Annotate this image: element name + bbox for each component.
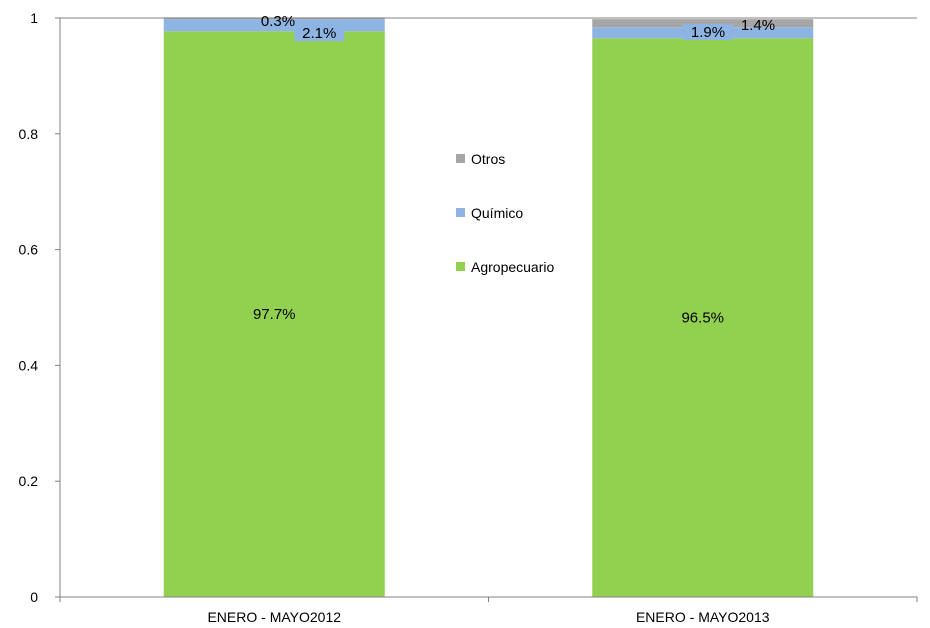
data-label-bg-2 (683, 24, 733, 40)
legend-label-1: Otros (471, 151, 505, 167)
legend-swatch-2 (456, 208, 465, 217)
x-tick-label-1: ENERO - MAYO2012 (207, 609, 341, 625)
y-tick-label-2: 0.4 (19, 357, 39, 373)
y-tick-label-3: 0.6 (19, 242, 39, 258)
bar-segment-agropecuario-2 (592, 38, 814, 597)
data-label-agropecuario-1: 97.7% (253, 306, 296, 323)
data-label-agropecuario-2: 96.5% (681, 310, 724, 327)
bar-segment-agropecuario-1 (163, 31, 385, 597)
data-label-quimico-2: 1.9% (691, 24, 725, 41)
data-label-otros-2: 1.4% (741, 17, 775, 34)
ticks-layer: ENERO - MAYO2012 ENERO - MAYO2013 0 0.2 0.4 0… (19, 10, 918, 625)
data-labels-layer: 97.7% 2.1% 0.3% 96.5% 1.9% 1.4% (253, 13, 775, 327)
legend-swatch-1 (456, 154, 465, 163)
bars-layer (163, 17, 814, 597)
legend: Otros Químico Agropecuario (456, 151, 554, 275)
x-tick-label-2: ENERO - MAYO2013 (636, 609, 770, 625)
y-tick-label-0: 0 (30, 589, 38, 605)
data-label-otros-1: 0.3% (261, 13, 295, 30)
legend-label-2: Químico (471, 205, 523, 221)
data-label-bg-1 (294, 25, 345, 42)
data-label-quimico-1: 2.1% (302, 25, 336, 42)
y-tick-label-4: 0.8 (19, 126, 39, 142)
legend-swatch-3 (456, 262, 465, 271)
legend-label-3: Agropecuario (471, 259, 554, 275)
y-tick-label-1: 0.2 (19, 473, 39, 489)
bar-segment-otros-2 (592, 19, 814, 28)
y-tick-label-5: 1 (30, 10, 38, 26)
